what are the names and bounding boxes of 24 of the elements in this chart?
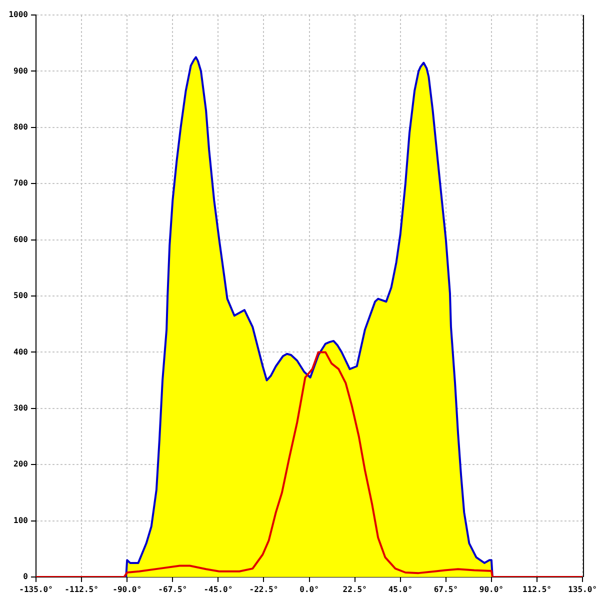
x-tick-label: -67.5° [158, 584, 188, 594]
x-tick-label: -22.5° [249, 584, 278, 594]
x-tick-label: 135.0° [568, 584, 598, 594]
y-tick-label: 600 [14, 234, 28, 244]
x-tick-label: -112.5° [64, 584, 98, 594]
x-tick-label: -90.0° [112, 584, 142, 594]
y-tick-label: 500 [14, 291, 28, 300]
y-tick-label: 100 [14, 516, 28, 525]
x-tick-label: -135.0° [19, 584, 53, 594]
x-tick-label: 112.5° [522, 584, 552, 594]
y-tick-label: 200 [14, 460, 28, 469]
x-tick-label: -45.0° [204, 584, 233, 594]
y-tick-label: 800 [14, 122, 28, 132]
x-tick-label: 22.5° [342, 584, 367, 594]
y-tick-label: 0 [23, 572, 28, 582]
x-tick-label: 45.0° [388, 584, 412, 594]
y-tick-label: 700 [14, 178, 28, 188]
x-tick-label: 67.5° [434, 584, 458, 594]
y-tick-label: 300 [14, 403, 28, 412]
x-tick-label: 90.0° [479, 584, 504, 594]
y-tick-label: 900 [14, 66, 28, 76]
y-tick-label: 1000 [8, 10, 28, 20]
y-tick-label: 400 [14, 347, 28, 356]
x-tick-label: 0.0° [300, 584, 319, 594]
